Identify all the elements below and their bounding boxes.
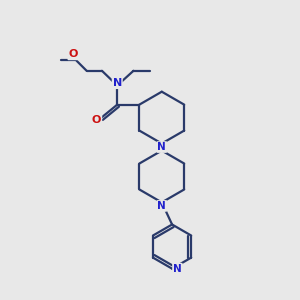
Text: O: O [92, 115, 101, 125]
Text: N: N [173, 264, 182, 274]
Text: O: O [68, 49, 78, 59]
Text: N: N [158, 201, 166, 211]
Text: N: N [158, 142, 166, 152]
Text: N: N [112, 78, 122, 88]
